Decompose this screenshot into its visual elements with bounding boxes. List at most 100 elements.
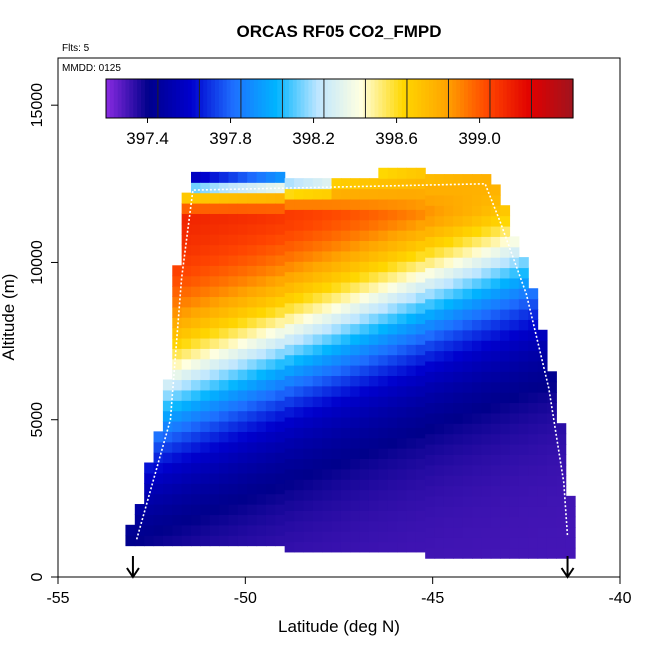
heatmap-cell — [387, 333, 398, 345]
heatmap-cell — [275, 514, 286, 526]
heatmap-cell — [331, 416, 342, 428]
heatmap-cell — [350, 230, 361, 242]
heatmap-cell — [453, 475, 464, 487]
heatmap-cell — [490, 277, 501, 289]
heatmap-cell — [509, 454, 520, 466]
heatmap-cell — [247, 441, 258, 453]
heatmap-cell — [331, 531, 342, 543]
heatmap-cell — [237, 327, 248, 339]
heatmap-cell — [453, 547, 464, 559]
heatmap-cell — [378, 479, 389, 491]
heatmap-cell — [312, 292, 323, 304]
heatmap-cell — [247, 535, 258, 547]
colorbar-swatch — [370, 79, 376, 118]
heatmap-cell — [397, 365, 408, 376]
heatmap-cell — [453, 225, 464, 237]
heatmap-cell — [350, 427, 361, 439]
heatmap-cell — [472, 194, 482, 206]
heatmap-cell — [462, 516, 473, 528]
heatmap-cell — [397, 448, 408, 460]
heatmap-cell — [472, 277, 482, 289]
colorbar-swatch — [242, 79, 247, 118]
heatmap-cell — [275, 400, 286, 412]
heatmap-cell — [368, 313, 379, 325]
heatmap-cell — [490, 537, 501, 549]
colorbar-swatch — [226, 79, 232, 118]
heatmap-cell — [200, 254, 211, 266]
heatmap-cell — [443, 412, 454, 424]
heatmap-cell — [237, 317, 248, 329]
heatmap-cell — [415, 396, 426, 408]
heatmap-cell — [172, 400, 183, 412]
heatmap-cell — [359, 520, 370, 532]
heatmap-cell — [181, 203, 192, 214]
heatmap-cell — [443, 257, 454, 269]
heatmap-cell — [265, 223, 276, 235]
heatmap-cell — [275, 535, 286, 547]
heatmap-cell — [340, 458, 351, 470]
markers — [126, 556, 575, 579]
heatmap-cell — [191, 514, 201, 526]
heatmap-cell — [312, 209, 323, 221]
heatmap-cell — [172, 296, 183, 308]
down-arrow-head — [126, 567, 140, 579]
heatmap-cell — [265, 265, 276, 277]
heatmap-cell — [415, 240, 426, 252]
heatmap-cell — [219, 265, 230, 277]
heatmap-cell — [443, 526, 454, 538]
heatmap-cell — [303, 261, 314, 273]
heatmap-cell — [518, 298, 529, 310]
heatmap-cell — [312, 385, 323, 397]
colorbar-swatch — [121, 79, 127, 118]
heatmap-cell — [397, 333, 408, 345]
heatmap-cell — [368, 427, 379, 439]
heatmap-cell — [387, 489, 398, 501]
heatmap-cell — [528, 454, 539, 466]
heatmap-cell — [443, 246, 454, 258]
heatmap-cell — [434, 454, 445, 466]
heatmap-cell — [294, 188, 305, 200]
heatmap-cell — [247, 192, 258, 204]
heatmap-cell — [144, 483, 155, 495]
heatmap-cell — [322, 531, 333, 543]
heatmap-cell — [312, 302, 323, 314]
heatmap-cell — [425, 236, 436, 248]
heatmap-cell — [200, 483, 211, 495]
heatmap-cell — [387, 448, 398, 460]
heatmap-cell — [397, 385, 408, 397]
heatmap-cell — [472, 506, 482, 518]
heatmap-cell — [181, 420, 192, 432]
heatmap-cell — [518, 475, 529, 487]
heatmap-cell — [162, 483, 173, 495]
heatmap-cell — [434, 526, 445, 538]
heatmap-cell — [275, 431, 286, 443]
heatmap-cell — [359, 416, 370, 428]
heatmap-cell — [368, 344, 379, 356]
heatmap-cell — [434, 371, 445, 383]
down-arrow-head — [560, 567, 575, 579]
heatmap-cell — [518, 288, 529, 300]
heatmap-cell — [256, 462, 267, 474]
heatmap-cell — [322, 344, 333, 356]
colorbar-swatch — [561, 79, 566, 118]
flight-track — [135, 182, 569, 540]
heatmap-cell — [406, 292, 417, 304]
heatmap-cell — [387, 365, 398, 376]
colorbar-swatch — [518, 79, 524, 118]
heatmap-cell — [368, 271, 379, 283]
heatmap-cell — [312, 396, 323, 408]
colorbar-swatch — [199, 79, 204, 118]
heatmap-cell — [453, 371, 464, 383]
heatmap-cell — [275, 493, 286, 505]
colorbar-swatch — [312, 79, 317, 118]
heatmap-cell — [500, 246, 511, 258]
heatmap-cell — [331, 271, 342, 283]
heatmap-cell — [378, 240, 389, 252]
heatmap-cell — [387, 385, 398, 397]
colorbar-swatch — [109, 79, 115, 118]
heatmap-cell — [537, 495, 548, 507]
heatmap-cell — [500, 412, 511, 424]
heatmap-cell — [350, 468, 361, 480]
heatmap-cell — [247, 337, 258, 349]
heatmap-cell — [500, 257, 511, 269]
